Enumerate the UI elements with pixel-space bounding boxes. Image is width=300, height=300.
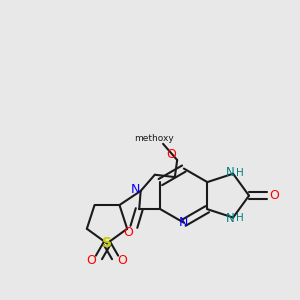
Text: S: S [102,236,112,250]
Text: O: O [87,254,97,267]
Text: O: O [118,254,128,267]
Text: O: O [123,226,133,238]
Text: N: N [226,212,235,225]
Text: H: H [236,168,244,178]
Text: N: N [131,183,140,196]
Text: H: H [236,213,244,224]
Text: methoxy: methoxy [134,134,174,143]
Text: N: N [179,216,188,229]
Text: O: O [269,189,279,202]
Text: O: O [167,148,176,161]
Text: N: N [226,166,235,179]
